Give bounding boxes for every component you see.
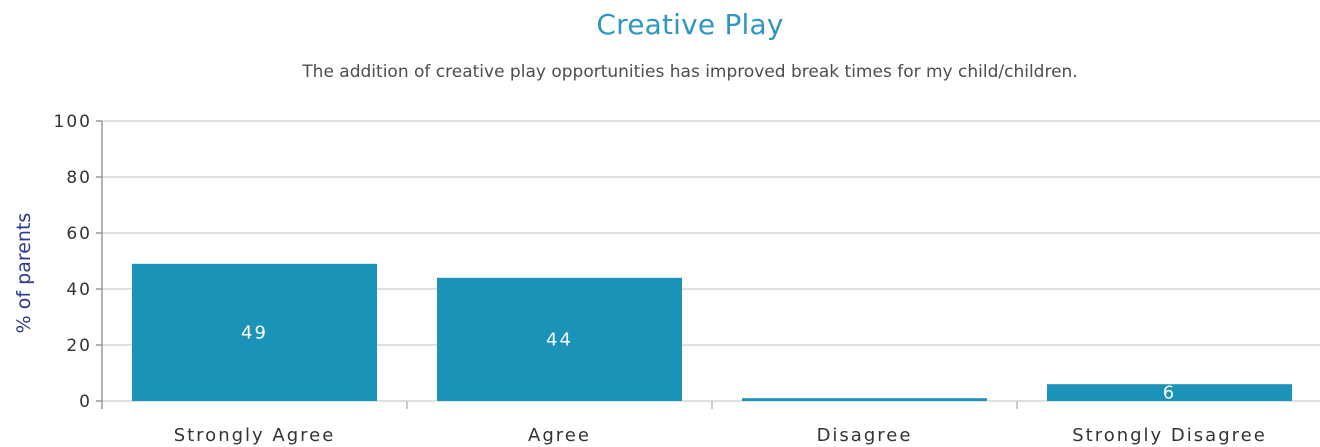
x-tick-label: Disagree [817, 425, 913, 446]
x-tick-label: Strongly Agree [174, 425, 336, 446]
y-tick-label: 0 [79, 392, 92, 412]
bar-agree [437, 277, 682, 401]
x-tick-label: Agree [528, 425, 591, 446]
x-tick-label: Strongly Disagree [1072, 425, 1267, 446]
y-axis-title: % of parents [13, 213, 35, 334]
data-label: 44 [546, 329, 573, 350]
bar-disagree [742, 398, 987, 401]
y-tick-label: 40 [66, 280, 92, 300]
data-label: 6 [1163, 383, 1176, 404]
y-tick-label: 100 [54, 112, 92, 132]
bar-strongly-disagree [1047, 384, 1292, 401]
x-tick-labels: Strongly Agree Agree Disagree Strongly Disa… [174, 425, 1267, 446]
y-tick-labels: 0 20 40 60 80 100 [54, 112, 92, 412]
axes [96, 120, 1018, 409]
chart-title: Creative Play [596, 8, 784, 41]
chart-subtitle: The addition of creative play opportunit… [302, 62, 1078, 82]
y-tick-label: 80 [66, 168, 92, 188]
data-label: 49 [241, 322, 268, 343]
bars [132, 263, 1292, 401]
data-labels: 49 44 6 [241, 322, 1176, 404]
y-tick-label: 20 [66, 336, 92, 356]
bar-strongly-agree [132, 263, 377, 401]
y-tick-label: 60 [66, 224, 92, 244]
